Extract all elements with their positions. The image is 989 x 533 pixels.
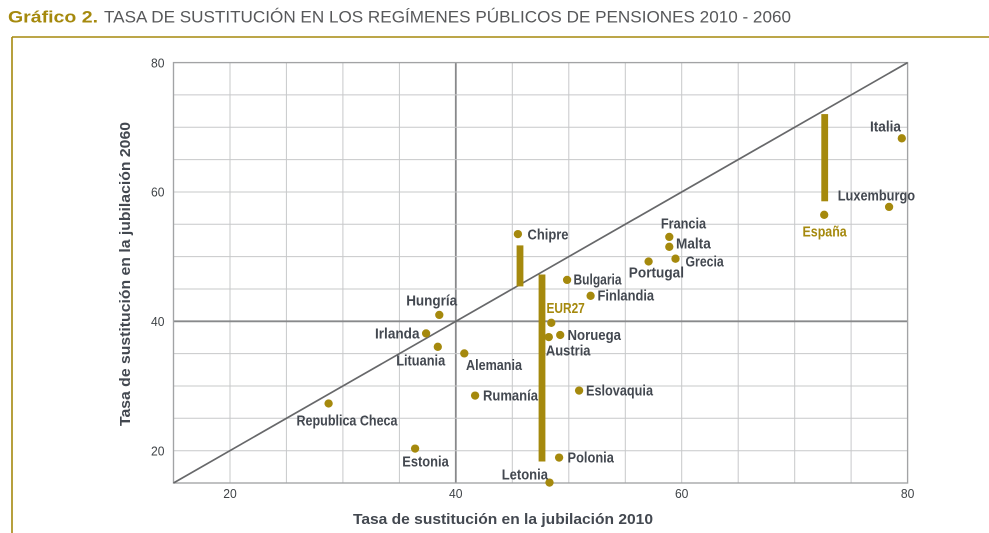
svg-text:Francia: Francia (661, 217, 707, 233)
svg-text:Gráfico 2.: Gráfico 2. (8, 9, 98, 27)
svg-text:Austria: Austria (546, 344, 591, 360)
svg-text:Estonia: Estonia (402, 455, 449, 471)
svg-text:Lituania: Lituania (396, 354, 446, 370)
svg-text:80: 80 (901, 486, 915, 501)
svg-text:España: España (803, 225, 848, 241)
svg-text:Eslovaquia: Eslovaquia (586, 384, 654, 400)
svg-text:Republica Checa: Republica Checa (297, 414, 399, 430)
svg-text:TASA DE SUSTITUCIÓN EN LOS REG: TASA DE SUSTITUCIÓN EN LOS REGÍMENES PÚB… (104, 8, 791, 27)
svg-text:20: 20 (223, 486, 237, 501)
svg-text:Portugal: Portugal (629, 266, 684, 282)
svg-text:Polonia: Polonia (568, 451, 615, 467)
svg-text:80: 80 (151, 55, 165, 70)
svg-text:Rumanía: Rumanía (483, 389, 539, 405)
svg-text:Chipre: Chipre (528, 228, 569, 244)
svg-text:Finlandia: Finlandia (598, 289, 655, 305)
svg-text:Italia: Italia (870, 120, 902, 136)
svg-text:60: 60 (675, 486, 689, 501)
svg-text:60: 60 (151, 185, 165, 200)
svg-text:Alemania: Alemania (466, 358, 523, 374)
svg-text:40: 40 (449, 486, 463, 501)
svg-text:Luxemburgo: Luxemburgo (838, 189, 915, 205)
svg-text:EUR27: EUR27 (547, 301, 585, 317)
svg-text:Grecia: Grecia (686, 255, 725, 271)
svg-text:Letonia: Letonia (502, 468, 549, 484)
svg-text:20: 20 (151, 443, 165, 458)
svg-text:Bulgaria: Bulgaria (574, 273, 623, 289)
svg-text:Tasa de sustitución en la jubi: Tasa de sustitución en la jubilación 201… (353, 511, 653, 528)
svg-text:Hungría: Hungría (406, 294, 458, 310)
svg-text:Noruega: Noruega (568, 328, 622, 344)
svg-text:Irlanda: Irlanda (375, 327, 420, 343)
svg-text:40: 40 (151, 314, 165, 329)
svg-text:Tasa de sustitución en la jubi: Tasa de sustitución en la jubilación 206… (117, 122, 134, 426)
svg-text:Malta: Malta (676, 237, 712, 253)
